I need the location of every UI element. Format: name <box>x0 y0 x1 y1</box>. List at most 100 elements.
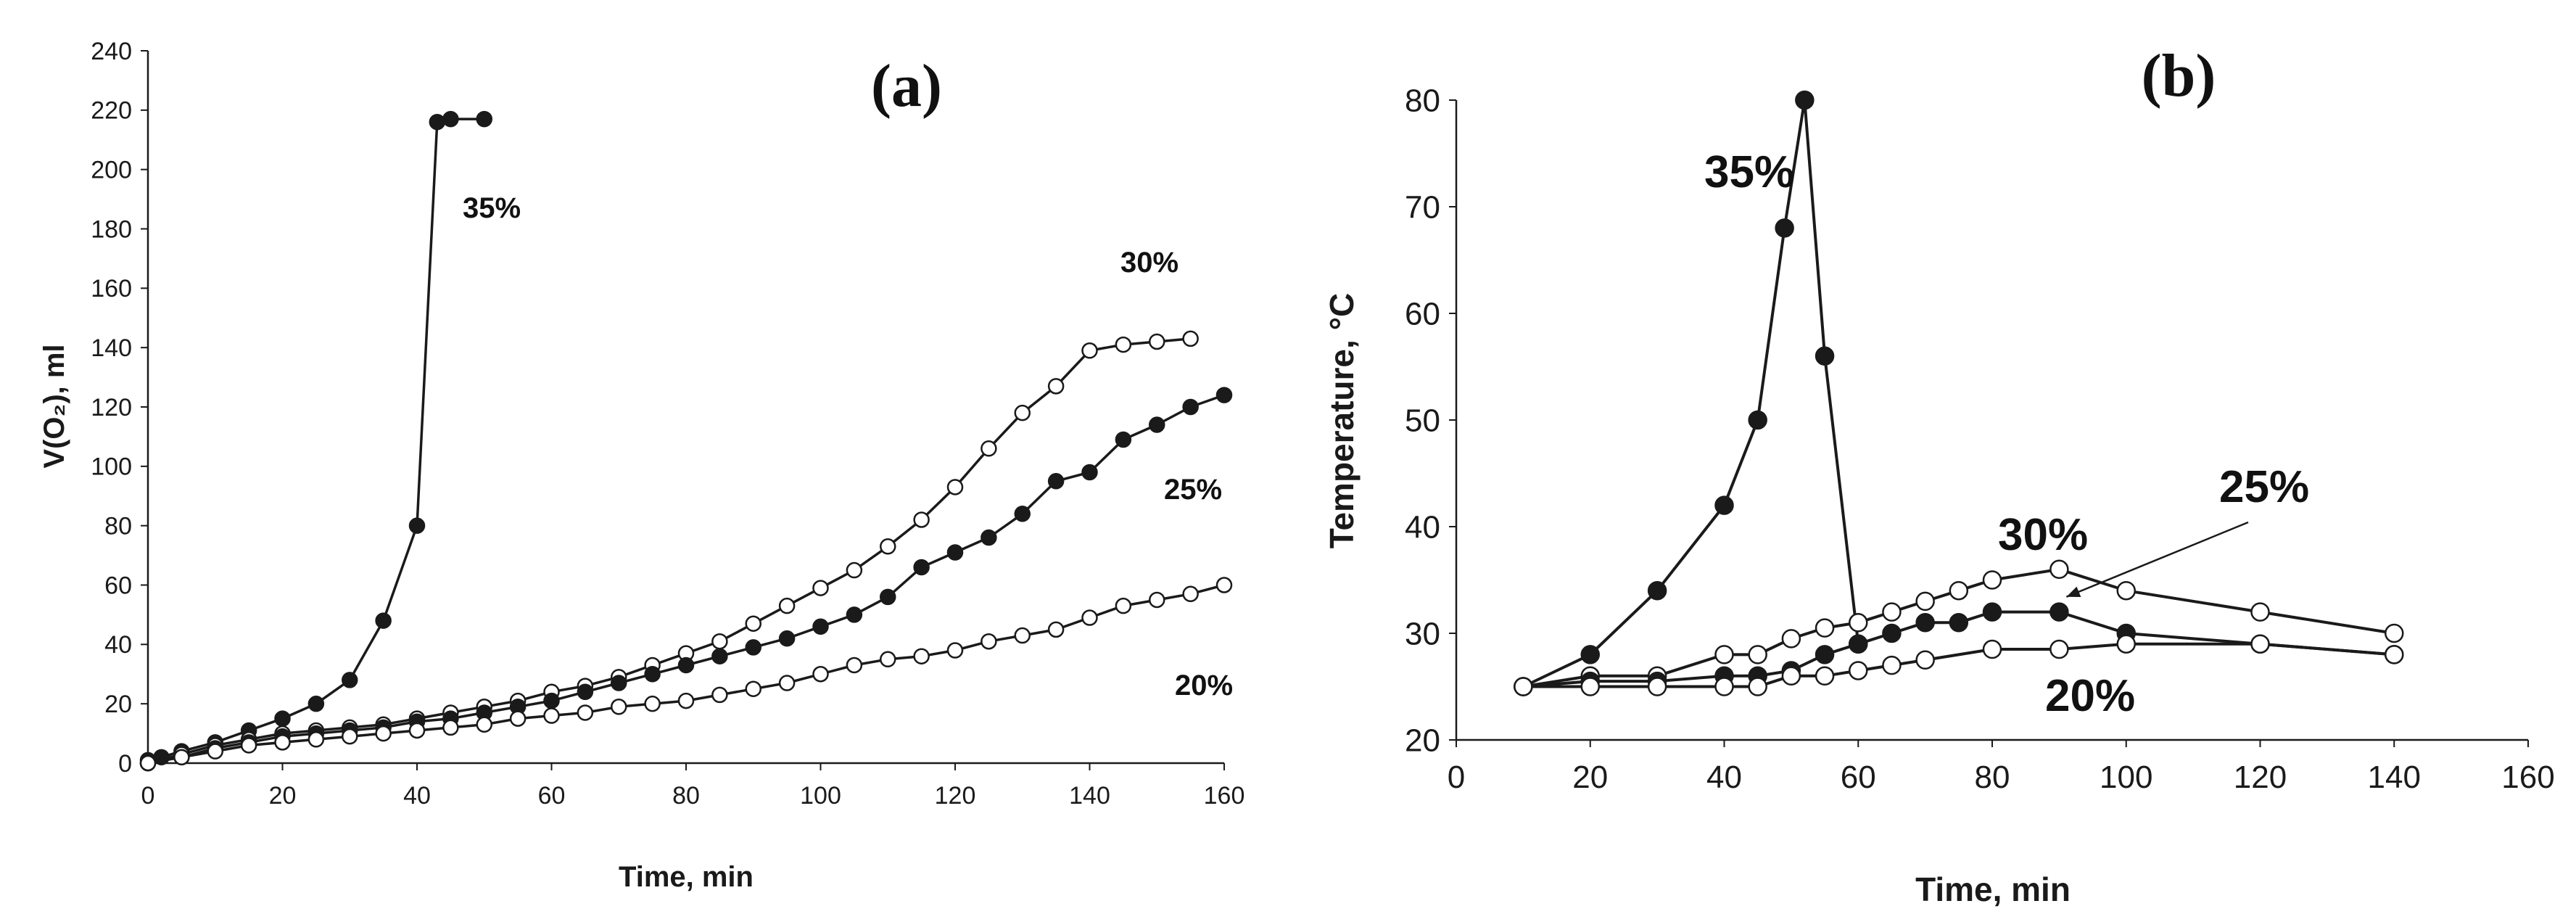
data-point <box>1915 591 1935 612</box>
series-label: 35% <box>463 192 521 224</box>
data-point <box>1882 602 1902 622</box>
x-tick-label: 20 <box>269 782 297 810</box>
series-label: 20% <box>1175 670 1233 701</box>
y-tick-label: 40 <box>1405 509 1440 545</box>
y-tick-label: 240 <box>91 38 132 65</box>
data-point <box>1014 404 1031 421</box>
data-point <box>1982 570 2002 590</box>
panel-b-label: (b) <box>2142 42 2216 110</box>
x-tick-label: 0 <box>141 782 155 810</box>
x-tick-label: 0 <box>1448 760 1465 795</box>
x-tick-label: 160 <box>1204 782 1245 810</box>
series-35pct <box>1514 90 1868 696</box>
data-point <box>812 580 829 596</box>
y-tick-label: 80 <box>104 513 132 540</box>
data-point <box>981 633 997 650</box>
data-point <box>946 479 964 495</box>
panel-b-chart: (b) 0 20 40 60 80 100 120 140 16020304050607080T… <box>1323 42 2555 908</box>
data-point <box>1949 580 1969 601</box>
x-tick-label: 140 <box>1069 782 1110 810</box>
data-point <box>880 651 896 668</box>
x-tick-label: 80 <box>1975 760 2010 795</box>
data-point <box>946 642 964 659</box>
data-point <box>1815 618 1835 638</box>
series-line <box>1523 610 2395 688</box>
y-tick-label: 220 <box>91 97 132 125</box>
data-point <box>1514 677 1533 696</box>
data-point <box>476 110 492 128</box>
data-point <box>711 648 728 664</box>
data-point <box>1915 650 1935 670</box>
data-point <box>745 615 761 632</box>
x-tick-label: 160 <box>2501 760 2554 795</box>
y-tick-label: 70 <box>1405 189 1440 225</box>
data-point <box>1149 591 1165 609</box>
series-35pct <box>139 110 492 769</box>
data-point <box>812 618 829 635</box>
data-point <box>1182 585 1199 603</box>
y-tick-label: 20 <box>104 691 132 718</box>
x-axis-title: Time, min <box>1915 870 2071 908</box>
data-point <box>1047 473 1065 490</box>
data-point <box>1182 330 1199 347</box>
data-point <box>1115 431 1132 448</box>
data-point <box>1081 342 1098 359</box>
data-point <box>408 722 426 739</box>
data-point <box>880 538 896 555</box>
data-point <box>677 656 695 674</box>
data-point <box>1580 677 1600 696</box>
x-tick-label: 60 <box>1841 760 1876 795</box>
x-axis-title: Time, min <box>619 861 754 893</box>
data-point <box>274 710 291 727</box>
data-point <box>745 639 761 656</box>
data-point <box>1014 627 1031 644</box>
data-point <box>644 666 661 683</box>
data-point <box>677 692 695 709</box>
series-20pct <box>1514 634 2404 696</box>
data-point <box>611 699 627 715</box>
data-point <box>1714 645 1734 664</box>
data-point <box>476 716 492 733</box>
y-tick-label: 60 <box>104 572 132 599</box>
data-point <box>375 612 392 629</box>
series-25pct <box>139 387 1233 772</box>
data-point <box>1215 577 1233 593</box>
x-tick-label: 120 <box>935 782 976 810</box>
data-point <box>1982 639 2002 659</box>
data-point <box>274 734 291 751</box>
data-point <box>2250 634 2270 654</box>
data-point <box>880 588 896 606</box>
data-point <box>442 110 459 128</box>
data-point <box>577 683 594 701</box>
data-point <box>1982 602 2002 622</box>
series-line <box>1522 99 1860 688</box>
panel-a-chart: (a) 0 20 40 60 80 100 120 140 160 0 20 40 60 80 100 120… <box>38 38 1244 893</box>
data-point <box>913 648 930 664</box>
data-point <box>442 719 459 736</box>
data-point <box>1849 613 1868 633</box>
y-tick-label: 60 <box>1405 296 1440 332</box>
data-point <box>375 725 392 742</box>
series-label: 30% <box>1120 247 1178 279</box>
data-point <box>812 666 829 683</box>
data-point <box>1047 378 1065 395</box>
data-point <box>1182 398 1199 416</box>
series-20pct <box>139 577 1233 772</box>
data-point <box>711 633 728 650</box>
x-tick-label: 20 <box>1572 760 1608 795</box>
data-point <box>1882 655 1902 675</box>
data-point <box>2385 623 2404 643</box>
data-point <box>1882 623 1902 643</box>
x-tick-label: 60 <box>538 782 566 810</box>
data-point <box>846 561 863 579</box>
data-point <box>2049 602 2069 622</box>
data-point <box>1081 464 1098 481</box>
data-point <box>1647 677 1667 696</box>
data-point <box>1215 387 1233 403</box>
series-label: 30% <box>1998 510 2088 560</box>
data-point <box>139 754 157 772</box>
x-tick-label: 40 <box>1706 760 1742 795</box>
x-tick-label: 100 <box>2100 760 2152 795</box>
series-label: 20% <box>2045 671 2135 721</box>
data-point <box>307 731 325 748</box>
